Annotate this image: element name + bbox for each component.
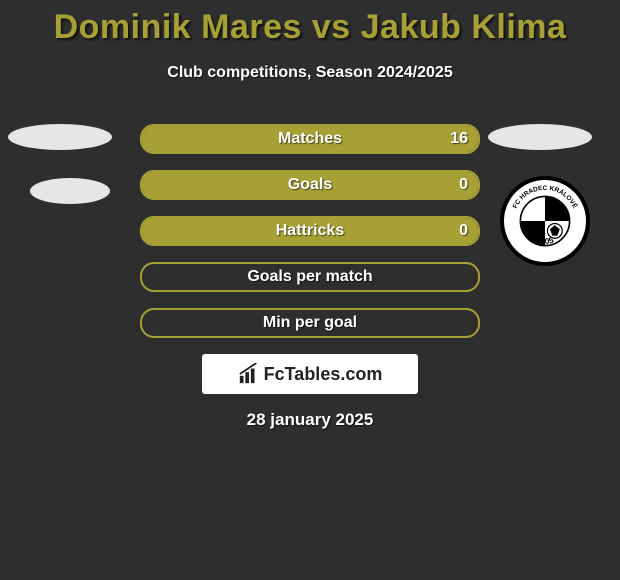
subtitle: Club competitions, Season 2024/2025 (0, 64, 620, 82)
comparison-date: 28 january 2025 (0, 410, 620, 430)
stat-value-right: 16 (450, 130, 468, 148)
fctables-logo-text: FcTables.com (264, 364, 383, 385)
stat-value-right: 0 (459, 222, 468, 240)
stat-value-right: 0 (459, 176, 468, 194)
stat-label: Goals per match (142, 268, 478, 286)
stat-bar-matches: Matches16 (140, 124, 480, 154)
bar-chart-icon (238, 363, 260, 385)
club-badge: FC HRADEC KRÁLOVÉ 1905 (500, 176, 590, 266)
player-photo-oval (8, 124, 112, 150)
player-photo-oval (488, 124, 592, 150)
stat-bar-goals-per-match: Goals per match (140, 262, 480, 292)
svg-text:1905: 1905 (536, 236, 555, 246)
stat-label: Matches (142, 130, 478, 148)
player-photo-oval (30, 178, 110, 204)
stat-label: Hattricks (142, 222, 478, 240)
stat-label: Min per goal (142, 314, 478, 332)
stat-bar-goals: Goals0 (140, 170, 480, 200)
stat-bar-hattricks: Hattricks0 (140, 216, 480, 246)
stat-bar-min-per-goal: Min per goal (140, 308, 480, 338)
fctables-logo: FcTables.com (202, 354, 418, 394)
page-title: Dominik Mares vs Jakub Klima (0, 8, 620, 47)
stat-label: Goals (142, 176, 478, 194)
club-badge-svg: FC HRADEC KRÁLOVÉ 1905 (504, 180, 586, 262)
